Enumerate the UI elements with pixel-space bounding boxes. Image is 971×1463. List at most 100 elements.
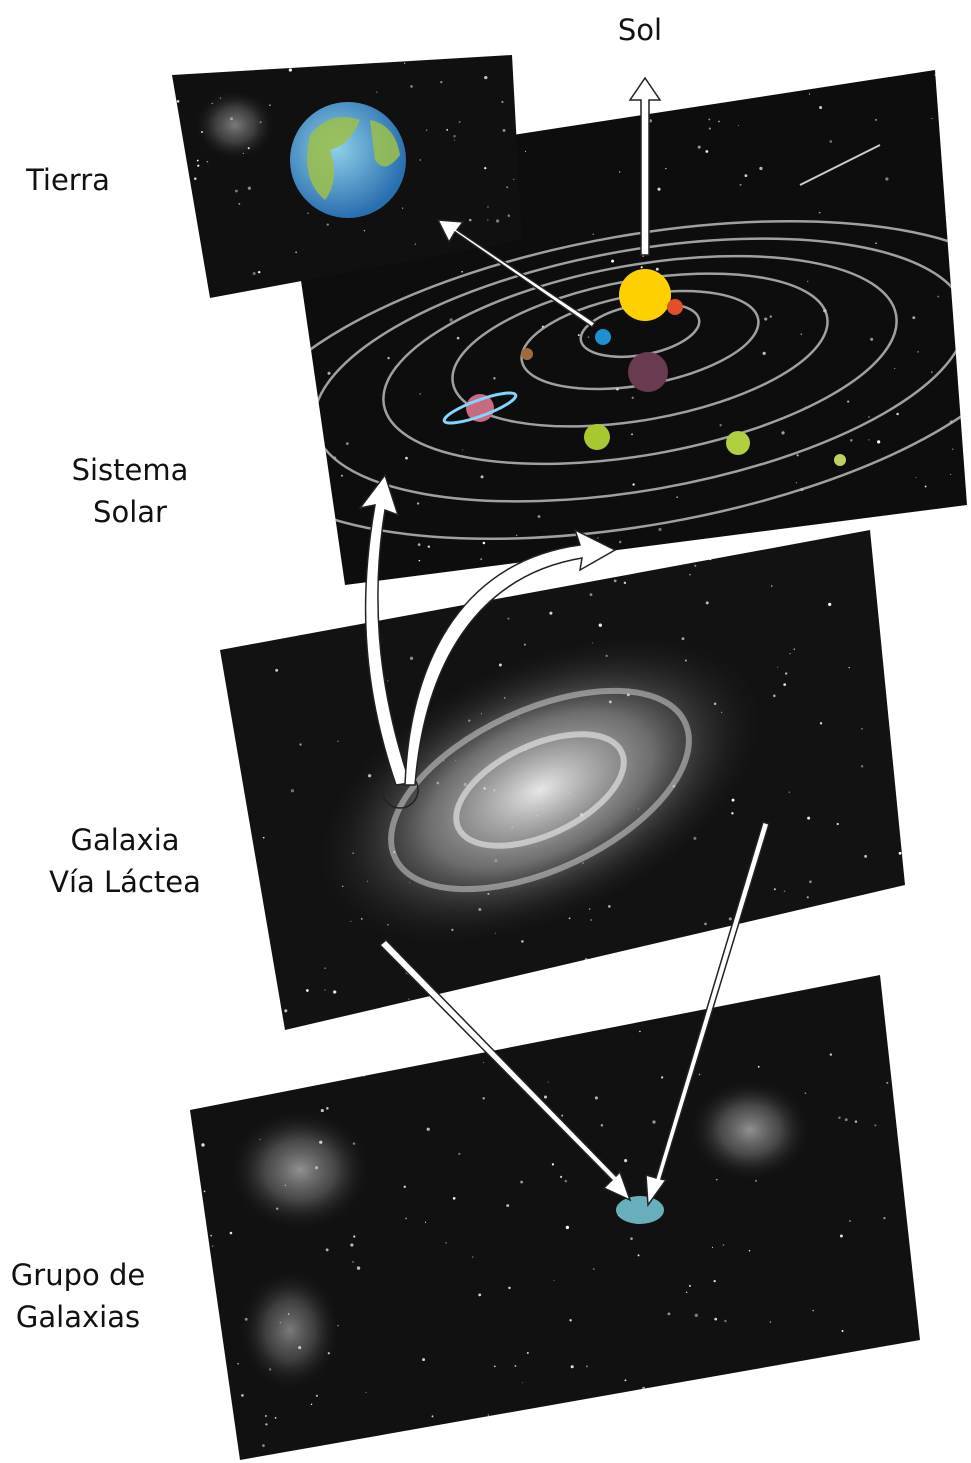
star	[198, 1005, 199, 1006]
star	[868, 439, 869, 440]
star	[870, 338, 873, 341]
star	[426, 129, 428, 131]
star	[601, 1124, 604, 1127]
star	[805, 1092, 807, 1094]
star	[714, 1280, 716, 1282]
star	[777, 667, 778, 668]
star	[706, 601, 709, 604]
star	[819, 212, 821, 214]
star	[238, 203, 240, 205]
star	[712, 1247, 713, 1248]
star	[744, 174, 747, 177]
star	[506, 1204, 509, 1207]
star	[723, 1244, 725, 1246]
star	[357, 1266, 360, 1269]
star	[219, 824, 221, 826]
planet	[521, 348, 533, 360]
star	[422, 1358, 425, 1361]
star	[337, 741, 339, 743]
star	[731, 812, 733, 814]
star	[642, 1387, 645, 1390]
star	[619, 171, 621, 173]
star	[307, 212, 309, 214]
star	[704, 922, 707, 925]
star	[729, 917, 732, 920]
star	[913, 1174, 916, 1177]
star	[316, 1395, 318, 1397]
star	[716, 1179, 718, 1181]
star	[525, 151, 526, 152]
star	[537, 59, 539, 61]
star	[611, 260, 614, 263]
star	[487, 219, 488, 220]
star	[850, 439, 853, 442]
star	[581, 1446, 582, 1447]
star	[364, 230, 365, 231]
star	[501, 101, 503, 103]
star	[190, 1244, 192, 1246]
star	[235, 190, 238, 193]
star	[789, 653, 790, 654]
star	[569, 61, 571, 63]
star	[496, 219, 499, 222]
star	[212, 1245, 213, 1246]
star	[197, 165, 199, 167]
star	[462, 449, 463, 450]
star	[949, 534, 952, 537]
label-tierra: Tierra	[25, 163, 110, 197]
star	[589, 110, 591, 112]
star	[593, 1268, 595, 1270]
star	[599, 97, 602, 100]
star	[945, 524, 947, 526]
star	[705, 150, 708, 153]
star	[809, 94, 810, 95]
label-sistema-solar: SistemaSolar	[72, 453, 189, 529]
planet	[584, 424, 610, 450]
star	[332, 595, 334, 597]
star	[725, 1387, 728, 1390]
star	[218, 741, 220, 743]
star	[552, 1427, 554, 1429]
star	[709, 558, 712, 561]
star	[258, 271, 260, 273]
star	[334, 608, 337, 611]
star	[555, 1001, 556, 1002]
star	[230, 1232, 233, 1235]
star	[564, 1023, 567, 1026]
star	[350, 1243, 353, 1246]
star	[884, 56, 885, 57]
star	[419, 560, 421, 562]
star	[285, 350, 287, 352]
star	[585, 958, 588, 961]
star	[908, 520, 911, 523]
star	[719, 424, 721, 426]
star	[618, 1449, 619, 1450]
star	[525, 70, 527, 72]
star	[590, 1028, 591, 1029]
star	[194, 1402, 196, 1404]
nebula	[690, 1080, 810, 1180]
star	[241, 1394, 244, 1397]
star	[472, 1256, 473, 1257]
star	[194, 177, 197, 180]
star	[405, 1218, 407, 1220]
star	[251, 291, 254, 294]
star	[698, 146, 701, 149]
star	[779, 532, 781, 534]
star	[282, 54, 285, 57]
star	[863, 926, 865, 928]
star	[632, 483, 634, 485]
star	[908, 1055, 911, 1058]
star	[950, 474, 951, 475]
star	[652, 1120, 655, 1123]
star	[159, 200, 161, 202]
label-line: Vía Láctea	[49, 865, 201, 899]
star	[482, 1097, 484, 1099]
star	[875, 119, 877, 121]
star	[588, 115, 590, 117]
star	[538, 515, 541, 518]
star	[454, 140, 455, 141]
star	[483, 542, 486, 545]
star	[869, 1445, 871, 1447]
star	[453, 1197, 456, 1200]
